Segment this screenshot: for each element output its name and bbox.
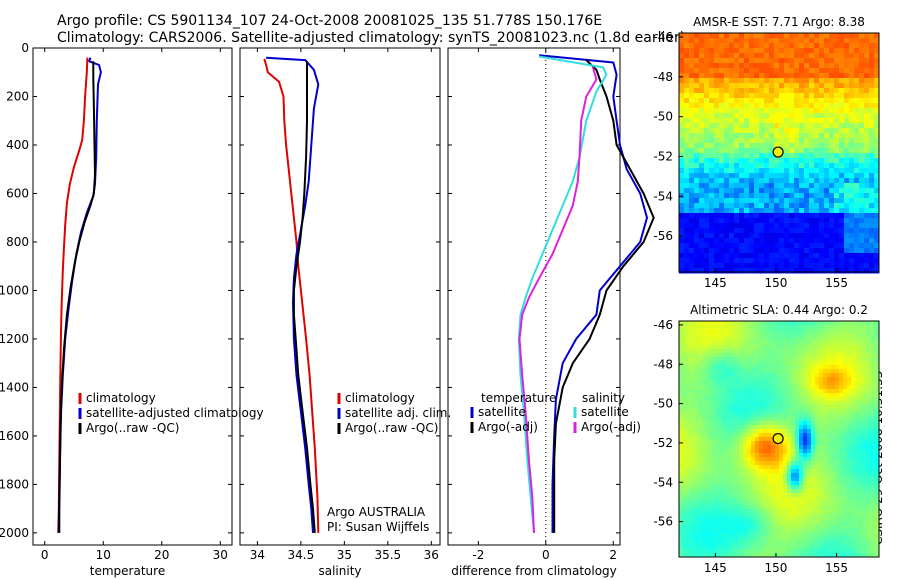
difference-legend-left-title: temperature bbox=[481, 391, 556, 405]
difference-xtick-label: 2 bbox=[609, 548, 617, 562]
salinity-series-line-0 bbox=[263, 58, 320, 533]
temperature-ytick-label: 800 bbox=[6, 235, 29, 249]
difference-xtick-label: 0 bbox=[542, 548, 550, 562]
sla-ytick-label: -46 bbox=[653, 318, 673, 332]
salinity-series-line-2 bbox=[292, 61, 316, 533]
temperature-legend-label: satellite-adjusted climatology bbox=[86, 406, 264, 420]
salinity-axes-frame bbox=[239, 47, 441, 546]
temperature-ytick-label: 400 bbox=[6, 138, 29, 152]
temperature-xtick-label: 10 bbox=[96, 548, 111, 562]
sst-map-frame bbox=[678, 32, 880, 273]
temperature-ytick-label: 1400 bbox=[0, 380, 29, 394]
sst-map-image bbox=[679, 33, 880, 274]
salinity-xtick-label: 35 bbox=[337, 548, 352, 562]
difference-xtick-label: -2 bbox=[472, 548, 484, 562]
sla-map-title: Altimetric SLA: 0.44 Argo: 0.2 bbox=[690, 303, 868, 317]
salinity-xtick-label: 35.5 bbox=[374, 548, 401, 562]
sla-map-frame bbox=[678, 320, 880, 558]
temperature-ytick-label: 1000 bbox=[0, 283, 29, 297]
sst-argo-position-marker bbox=[772, 146, 784, 158]
sst-ytick-label: -46 bbox=[653, 30, 673, 44]
salinity-annotation-line-2: PI: Susan Wijffels bbox=[327, 520, 429, 534]
difference-series-line-1 bbox=[553, 59, 655, 533]
temperature-xtick-label: 0 bbox=[41, 548, 49, 562]
salinity-legend-label: climatology bbox=[345, 391, 415, 405]
temperature-ytick-label: 1800 bbox=[0, 477, 29, 491]
temperature-ytick-label: 2000 bbox=[0, 526, 29, 540]
salinity-x-axis-label: salinity bbox=[318, 564, 361, 578]
temperature-ytick-label: 0 bbox=[21, 41, 29, 55]
salinity-series-line-1 bbox=[266, 56, 320, 533]
temperature-x-axis-label: temperature bbox=[90, 564, 165, 578]
salinity-plot-area bbox=[263, 56, 320, 533]
sst-ytick-label: -48 bbox=[653, 70, 673, 84]
sla-xtick-label: 145 bbox=[704, 561, 727, 575]
sst-ytick-label: -50 bbox=[653, 110, 673, 124]
difference-series-line-3 bbox=[518, 67, 598, 533]
sst-xtick-label: 145 bbox=[704, 276, 727, 290]
temperature-legend-label: climatology bbox=[86, 391, 156, 405]
difference-series-line-2 bbox=[517, 55, 608, 533]
sla-map-image bbox=[679, 321, 880, 558]
sla-ytick-label: -54 bbox=[653, 475, 673, 489]
temperature-series-line-0 bbox=[57, 57, 89, 533]
difference-legend-label: satellite bbox=[581, 405, 629, 419]
temperature-ytick-label: 1200 bbox=[0, 332, 29, 346]
sst-map-title: AMSR-E SST: 7.71 Argo: 8.38 bbox=[693, 15, 865, 29]
salinity-legend-label: Argo(..raw -QC) bbox=[345, 421, 438, 435]
sla-ytick-label: -48 bbox=[653, 357, 673, 371]
sla-argo-position-marker bbox=[772, 432, 784, 445]
salinity-xtick-label: 36 bbox=[424, 548, 439, 562]
salinity-xtick-label: 34 bbox=[250, 548, 265, 562]
header-line-1: Argo profile: CS 5901134_107 24-Oct-2008… bbox=[57, 13, 603, 29]
header-line-2: Climatology: CARS2006. Satellite-adjuste… bbox=[57, 30, 686, 46]
temperature-xtick-label: 30 bbox=[213, 548, 228, 562]
sst-ytick-label: -52 bbox=[653, 149, 673, 163]
difference-legend-right-title: salinity bbox=[582, 391, 625, 405]
temperature-ytick-label: 200 bbox=[6, 89, 29, 103]
temperature-series-line-2 bbox=[58, 61, 96, 533]
sla-xtick-label: 150 bbox=[765, 561, 788, 575]
temperature-plot-area bbox=[57, 57, 102, 533]
difference-legend-label: Argo(-adj) bbox=[581, 420, 641, 434]
temperature-legend-label: Argo(..raw -QC) bbox=[86, 421, 179, 435]
sst-ytick-label: -54 bbox=[653, 189, 673, 203]
difference-series-line-0 bbox=[539, 54, 648, 533]
sst-ytick-label: -56 bbox=[653, 229, 673, 243]
salinity-legend-label: satellite adj. clim. bbox=[345, 406, 451, 420]
sla-ytick-label: -52 bbox=[653, 436, 673, 450]
salinity-annotation-line-1: Argo AUSTRALIA bbox=[327, 505, 426, 519]
difference-plot-area bbox=[517, 54, 655, 533]
sla-ytick-label: -50 bbox=[653, 397, 673, 411]
salinity-xtick-label: 34.5 bbox=[288, 548, 315, 562]
sst-xtick-label: 150 bbox=[765, 276, 788, 290]
difference-legend-label: satellite bbox=[478, 405, 526, 419]
difference-x-axis-label: difference from climatology bbox=[451, 564, 617, 578]
sla-ytick-label: -56 bbox=[653, 515, 673, 529]
temperature-axes-frame bbox=[32, 47, 233, 546]
sla-xtick-label: 155 bbox=[825, 561, 848, 575]
sst-xtick-label: 155 bbox=[825, 276, 848, 290]
difference-axes-frame bbox=[447, 47, 621, 546]
temperature-ytick-label: 600 bbox=[6, 186, 29, 200]
temperature-xtick-label: 20 bbox=[154, 548, 169, 562]
temperature-ytick-label: 1600 bbox=[0, 429, 29, 443]
difference-legend-label: Argo(-adj) bbox=[478, 420, 538, 434]
